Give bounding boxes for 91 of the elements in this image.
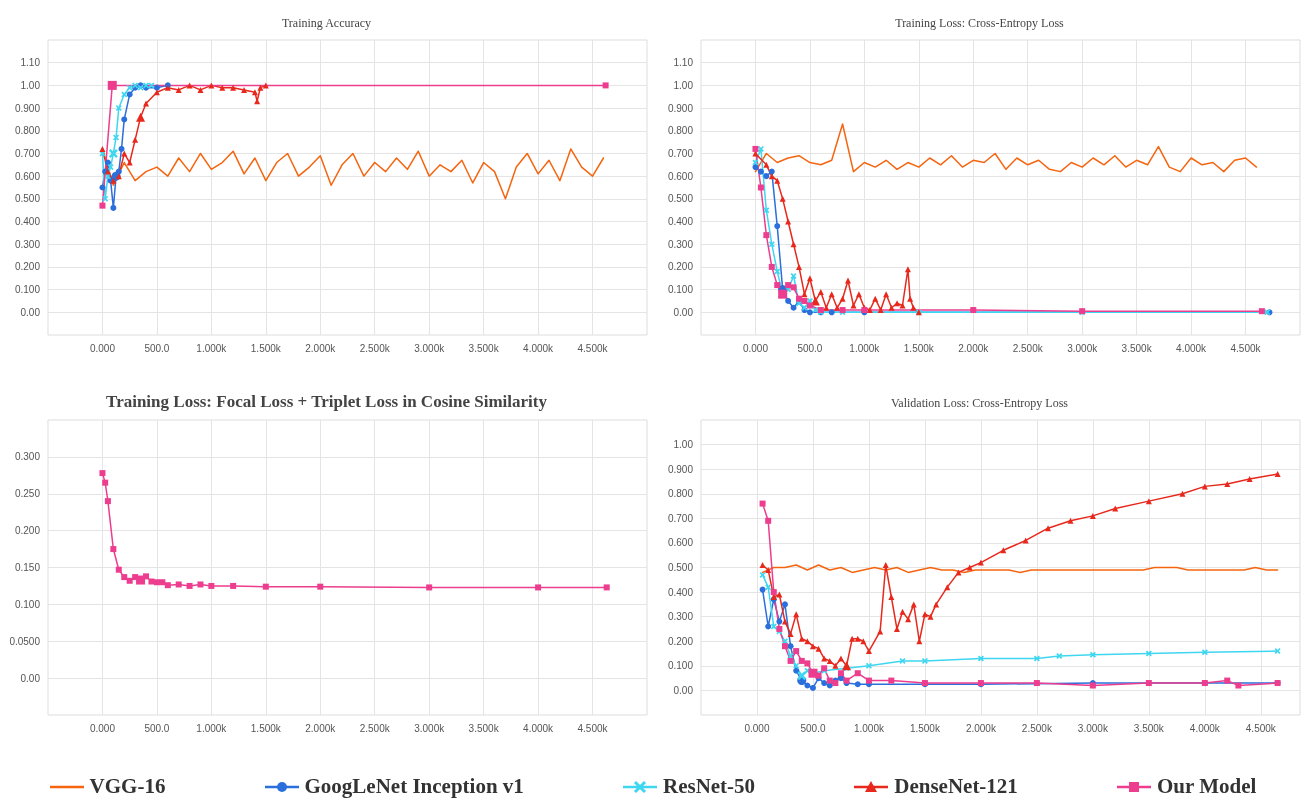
y-tick-label: 0.00 xyxy=(20,306,41,318)
y-tick-label: 0.150 xyxy=(14,562,41,573)
x-tick-label: 2.500k xyxy=(359,342,391,354)
y-tick-label: 0.200 xyxy=(667,261,694,273)
y-tick-label: 0.800 xyxy=(14,125,41,137)
y-tick-label: 0.500 xyxy=(667,193,694,205)
x-tick-label: 0.000 xyxy=(742,342,769,354)
y-tick-label: 0.600 xyxy=(667,170,694,182)
x-tick-label: 1.500k xyxy=(250,342,282,354)
y-tick-label: 0.700 xyxy=(667,512,694,524)
x-tick-label: 4.000k xyxy=(523,342,555,354)
y-tick-label: 0.600 xyxy=(14,170,41,182)
chart-title: Training Loss: Focal Loss + Triplet Loss in Cosine Similarity xyxy=(106,392,548,411)
x-tick-label: 500.0 xyxy=(144,342,170,354)
x-tick-label: 4.500k xyxy=(577,722,609,734)
x-tick-label: 0.000 xyxy=(89,722,116,734)
x-tick-label: 3.500k xyxy=(1133,722,1165,734)
chart-title: Training Loss: Cross-Entropy Loss xyxy=(895,16,1065,30)
y-tick-label: 0.250 xyxy=(14,488,41,500)
x-tick-label: 500.0 xyxy=(797,342,823,354)
x-tick-label: 1.500k xyxy=(909,722,941,734)
y-tick-label: 1.10 xyxy=(673,57,694,69)
y-tick-label: 0.100 xyxy=(667,660,694,672)
y-tick-label: 0.100 xyxy=(14,284,41,296)
y-tick-label: 0.200 xyxy=(667,635,694,647)
y-tick-label: 0.100 xyxy=(14,598,41,610)
x-tick-label: 4.500k xyxy=(1245,722,1277,734)
x-tick-label: 3.500k xyxy=(468,722,500,734)
y-tick-label: 0.900 xyxy=(14,102,41,114)
x-tick-label: 3.000k xyxy=(414,722,446,734)
x-tick-label: 3.000k xyxy=(414,342,446,354)
x-tick-label: 0.000 xyxy=(89,342,116,354)
x-tick-label: 1.000k xyxy=(196,722,228,734)
x-tick-label: 2.500k xyxy=(359,722,391,734)
x-tick-label: 2.000k xyxy=(305,342,337,354)
y-tick-label: 0.800 xyxy=(667,125,694,137)
x-tick-label: 3.500k xyxy=(468,342,500,354)
legend-label: DenseNet-121 xyxy=(894,774,1018,799)
x-tick-label: 1.000k xyxy=(853,722,885,734)
x-tick-label: 2.000k xyxy=(965,722,997,734)
y-tick-label: 0.00 xyxy=(673,306,694,318)
legend-label: GoogLeNet Inception v1 xyxy=(304,774,524,799)
x-tick-label: 4.000k xyxy=(523,722,555,734)
x-tick-label: 4.500k xyxy=(577,342,609,354)
y-tick-label: 0.700 xyxy=(667,147,694,159)
y-tick-label: 0.300 xyxy=(667,238,694,250)
y-tick-label: 0.400 xyxy=(667,216,694,228)
x-tick-label: 4.000k xyxy=(1189,722,1221,734)
y-tick-label: 1.00 xyxy=(20,79,41,91)
y-tick-label: 0.100 xyxy=(667,284,694,296)
x-tick-label: 2.500k xyxy=(1012,342,1044,354)
y-tick-label: 0.00 xyxy=(20,672,41,684)
y-tick-label: 0.300 xyxy=(667,611,694,623)
legend-label: Our Model xyxy=(1157,774,1257,799)
y-tick-label: 0.900 xyxy=(667,102,694,114)
y-tick-label: 0.300 xyxy=(14,238,41,250)
x-tick-label: 500.0 xyxy=(144,722,170,734)
y-tick-label: 1.10 xyxy=(20,57,41,69)
x-tick-label: 3.000k xyxy=(1077,722,1109,734)
x-tick-label: 0.000 xyxy=(744,722,770,734)
chart-title: Validation Loss: Cross-Entropy Loss xyxy=(891,396,1069,410)
y-tick-label: 0.400 xyxy=(667,586,694,598)
x-tick-label: 500.0 xyxy=(800,722,826,734)
x-tick-label: 2.000k xyxy=(305,722,337,734)
x-tick-label: 3.000k xyxy=(1067,342,1099,354)
x-tick-label: 1.500k xyxy=(250,722,282,734)
legend-label: VGG-16 xyxy=(89,774,166,799)
x-tick-label: 2.000k xyxy=(958,342,990,354)
y-tick-label: 0.800 xyxy=(667,488,694,500)
y-tick-label: 0.200 xyxy=(14,525,41,537)
y-tick-label: 0.300 xyxy=(14,451,41,463)
y-tick-label: 1.00 xyxy=(673,79,694,91)
chart-title: Training Accuracy xyxy=(281,16,372,30)
y-tick-label: 0.500 xyxy=(14,193,41,205)
x-tick-label: 2.500k xyxy=(1021,722,1053,734)
y-tick-label: 0.200 xyxy=(14,261,41,273)
x-tick-label: 4.000k xyxy=(1176,342,1208,354)
y-tick-label: 0.600 xyxy=(667,537,694,549)
y-tick-label: 0.900 xyxy=(667,463,694,475)
x-tick-label: 4.500k xyxy=(1230,342,1262,354)
x-tick-label: 1.000k xyxy=(849,342,881,354)
y-tick-label: 0.00 xyxy=(673,684,694,696)
y-tick-label: 0.0500 xyxy=(9,635,41,647)
y-tick-label: 0.500 xyxy=(667,562,694,573)
y-tick-label: 1.00 xyxy=(673,439,694,451)
x-tick-label: 1.000k xyxy=(196,342,228,354)
x-tick-label: 3.500k xyxy=(1121,342,1153,354)
y-tick-label: 0.400 xyxy=(14,216,41,228)
legend-label: ResNet-50 xyxy=(662,774,756,799)
x-tick-label: 1.500k xyxy=(903,342,935,354)
y-tick-label: 0.700 xyxy=(14,147,41,159)
